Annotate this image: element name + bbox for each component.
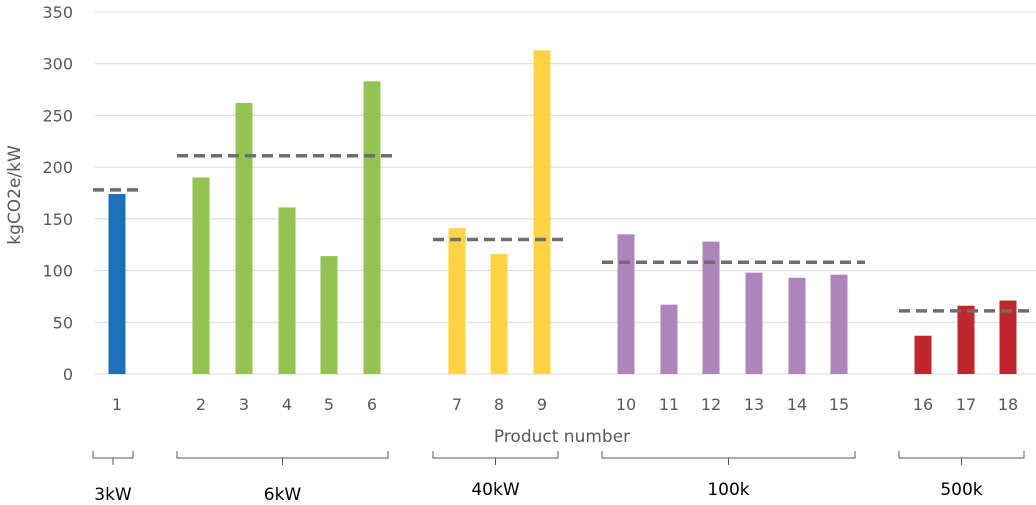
x-tick-label: 1 [112,395,122,414]
x-tick-label: 12 [701,395,721,414]
bar-product-17 [957,305,975,374]
group-label: 500k [940,480,982,500]
y-tick-label: 200 [42,158,73,177]
group-label: 40kW [471,480,519,500]
bar-product-1 [108,194,126,374]
y-axis-label: kgCO2e/kW [5,145,25,245]
bar-product-14 [788,277,806,374]
x-tick-label: 18 [998,395,1018,414]
bar-product-7 [448,228,466,374]
x-tick-label: 2 [196,395,206,414]
group-brace-500k [898,451,1025,465]
group-brace-100k [601,451,856,465]
group-brace-6kW [176,451,389,465]
group-label: 6kW [264,485,302,505]
x-tick-label: 7 [452,395,462,414]
y-tick-label: 0 [63,365,73,384]
bar-product-15 [830,274,848,374]
x-axis-label: Product number [494,427,630,447]
bar-product-12 [702,241,720,374]
bar-product-11 [660,304,678,374]
group-brace-40kW [432,451,559,465]
x-tick-label: 6 [367,395,377,414]
bar-product-6 [363,81,381,374]
bar-product-5 [320,256,338,374]
bar-product-9 [533,50,551,375]
x-tick-label: 13 [744,395,764,414]
y-axis-ticks: 0 50 100 150 200 250 300 350 [42,3,73,384]
group-labels: 3kW 6kW 40kW 100k 500k [94,480,983,505]
x-axis-ticks: 1 2 3 4 5 6 7 8 9 10 11 12 13 14 15 16 17 18 [112,395,1018,414]
y-tick-label: 250 [42,106,73,125]
group-braces [92,451,1025,465]
bar-product-13 [745,272,763,374]
y-tick-label: 100 [42,262,73,281]
bar-product-8 [490,254,508,374]
y-tick-label: 300 [42,55,73,74]
bar-product-10 [617,234,635,374]
bars [108,50,1017,375]
x-tick-label: 11 [659,395,679,414]
group-label: 100k [707,480,749,500]
x-tick-label: 10 [616,395,636,414]
x-tick-label: 15 [829,395,849,414]
bar-product-16 [914,335,932,374]
bar-product-4 [278,207,296,374]
y-tick-label: 350 [42,3,73,22]
x-tick-label: 16 [913,395,933,414]
bar-product-18 [999,300,1017,374]
x-tick-label: 17 [956,395,976,414]
y-tick-label: 150 [42,210,73,229]
bar-product-3 [235,103,253,374]
x-tick-label: 8 [494,395,504,414]
group-label: 3kW [94,485,132,505]
x-tick-label: 3 [239,395,249,414]
y-tick-label: 50 [53,313,73,332]
x-tick-label: 9 [537,395,547,414]
x-tick-label: 4 [282,395,292,414]
x-tick-label: 14 [787,395,807,414]
group-average-lines [93,154,1034,313]
x-tick-label: 5 [324,395,334,414]
bar-product-2 [192,177,210,374]
group-brace-3kW [92,451,134,465]
